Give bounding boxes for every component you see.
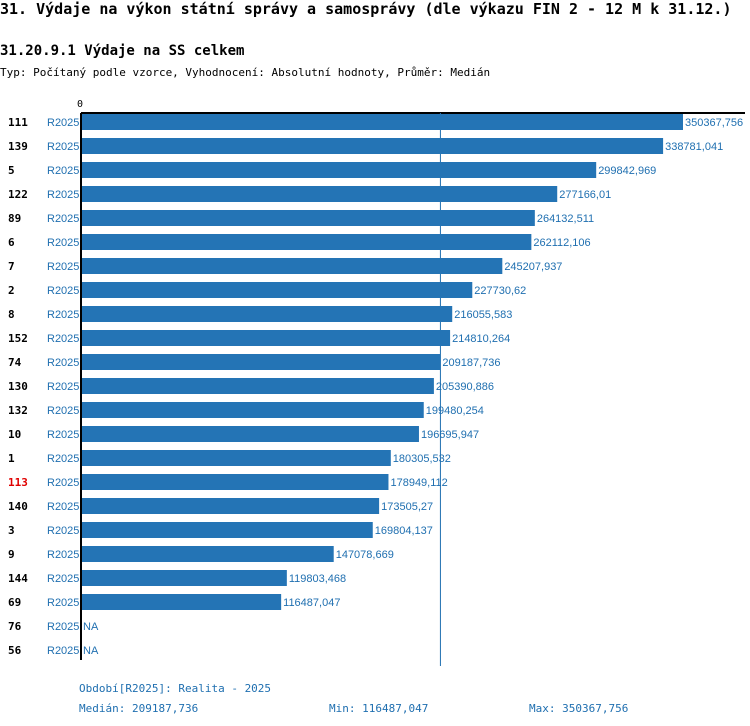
row-id-label: 111 — [8, 116, 28, 129]
value-label: 119803,468 — [289, 573, 346, 585]
row-period-label: R2025 — [47, 621, 79, 633]
row-id-label: 6 — [8, 236, 15, 249]
row-id-label: 7 — [8, 260, 15, 273]
value-label: 277166,01 — [559, 189, 611, 201]
footer-min: Min: 116487,047 — [329, 702, 429, 715]
row-id-label: 69 — [8, 596, 21, 609]
value-label: 227730,62 — [474, 285, 526, 297]
value-label: 245207,937 — [504, 261, 562, 273]
bar — [81, 306, 453, 322]
page-title: 31. Výdaje na výkon státní správy a samo… — [0, 0, 732, 18]
row-period-label: R2025 — [47, 213, 79, 225]
row-id-label: 8 — [8, 308, 15, 321]
row-id-label: 76 — [8, 620, 22, 633]
value-label: 262112,106 — [533, 237, 590, 249]
bar — [81, 522, 373, 538]
value-label: 147078,669 — [336, 549, 394, 561]
bar — [81, 450, 391, 466]
row-id-label: 2 — [8, 284, 15, 297]
bar — [81, 378, 434, 394]
value-label: NA — [83, 621, 99, 633]
value-label: 264132,511 — [537, 213, 594, 225]
value-label: 214810,264 — [452, 333, 510, 345]
bar — [81, 330, 451, 346]
row-id-label: 5 — [8, 164, 15, 177]
bar — [81, 570, 287, 586]
bar — [81, 210, 535, 226]
chart-description: Typ: Počítaný podle vzorce, Vyhodnocení:… — [0, 66, 491, 79]
row-period-label: R2025 — [47, 141, 79, 153]
bar — [81, 282, 473, 298]
value-label: NA — [83, 645, 99, 657]
row-period-label: R2025 — [47, 261, 79, 273]
row-id-label: 144 — [8, 572, 28, 585]
row-id-label: 140 — [8, 500, 28, 513]
row-period-label: R2025 — [47, 477, 79, 489]
bar — [81, 474, 389, 490]
value-label: 216055,583 — [454, 309, 512, 321]
row-period-label: R2025 — [47, 549, 79, 561]
row-id-label: 9 — [8, 548, 15, 561]
value-label: 169804,137 — [375, 525, 433, 537]
axis-zero-label: 0 — [77, 99, 83, 110]
row-id-label: 74 — [8, 356, 22, 369]
row-period-label: R2025 — [47, 453, 79, 465]
value-label: 299842,969 — [598, 165, 656, 177]
bar — [81, 234, 532, 250]
row-period-label: R2025 — [47, 117, 79, 129]
bar — [81, 546, 334, 562]
row-id-label: 1 — [8, 452, 15, 465]
bar — [81, 402, 424, 418]
bar — [81, 354, 441, 370]
value-label: 199480,254 — [426, 405, 484, 417]
value-label: 338781,041 — [665, 141, 723, 153]
bar — [81, 498, 380, 514]
value-label: 205390,886 — [436, 381, 494, 393]
bar — [81, 162, 597, 178]
footer-period: Období[R2025]: Realita - 2025 — [79, 682, 272, 695]
value-label: 180305,532 — [393, 453, 451, 465]
row-period-label: R2025 — [47, 597, 79, 609]
row-id-label: 113 — [8, 476, 28, 489]
bar — [81, 594, 282, 610]
value-label: 209187,736 — [442, 357, 500, 369]
row-period-label: R2025 — [47, 501, 79, 513]
row-period-label: R2025 — [47, 525, 79, 537]
row-period-label: R2025 — [47, 237, 79, 249]
value-label: 350367,756 — [685, 117, 743, 129]
bar — [81, 258, 503, 274]
bar — [81, 426, 419, 442]
row-id-label: 132 — [8, 404, 28, 417]
row-id-label: 139 — [8, 140, 28, 153]
row-period-label: R2025 — [47, 189, 79, 201]
chart-subtitle: 31.20.9.1 Výdaje na SS celkem — [0, 43, 245, 59]
row-period-label: R2025 — [47, 165, 79, 177]
footer-max: Max: 350367,756 — [529, 702, 629, 715]
row-period-label: R2025 — [47, 645, 79, 657]
value-label: 196695,947 — [421, 429, 479, 441]
row-period-label: R2025 — [47, 429, 79, 441]
bar — [81, 186, 558, 202]
row-period-label: R2025 — [47, 309, 79, 321]
bar — [81, 138, 664, 154]
bar — [81, 114, 683, 130]
row-id-label: 130 — [8, 380, 28, 393]
row-id-label: 56 — [8, 644, 22, 657]
row-period-label: R2025 — [47, 285, 79, 297]
row-id-label: 152 — [8, 332, 28, 345]
value-label: 116487,047 — [283, 597, 340, 609]
footer-median: Medián: 209187,736 — [79, 702, 199, 715]
value-label: 173505,27 — [381, 501, 433, 513]
row-id-label: 10 — [8, 428, 21, 441]
row-period-label: R2025 — [47, 333, 79, 345]
row-period-label: R2025 — [47, 381, 79, 393]
value-label: 178949,112 — [390, 477, 447, 489]
row-id-label: 3 — [8, 524, 15, 537]
row-period-label: R2025 — [47, 357, 79, 369]
row-period-label: R2025 — [47, 573, 79, 585]
row-period-label: R2025 — [47, 405, 79, 417]
row-id-label: 122 — [8, 188, 28, 201]
row-id-label: 89 — [8, 212, 21, 225]
